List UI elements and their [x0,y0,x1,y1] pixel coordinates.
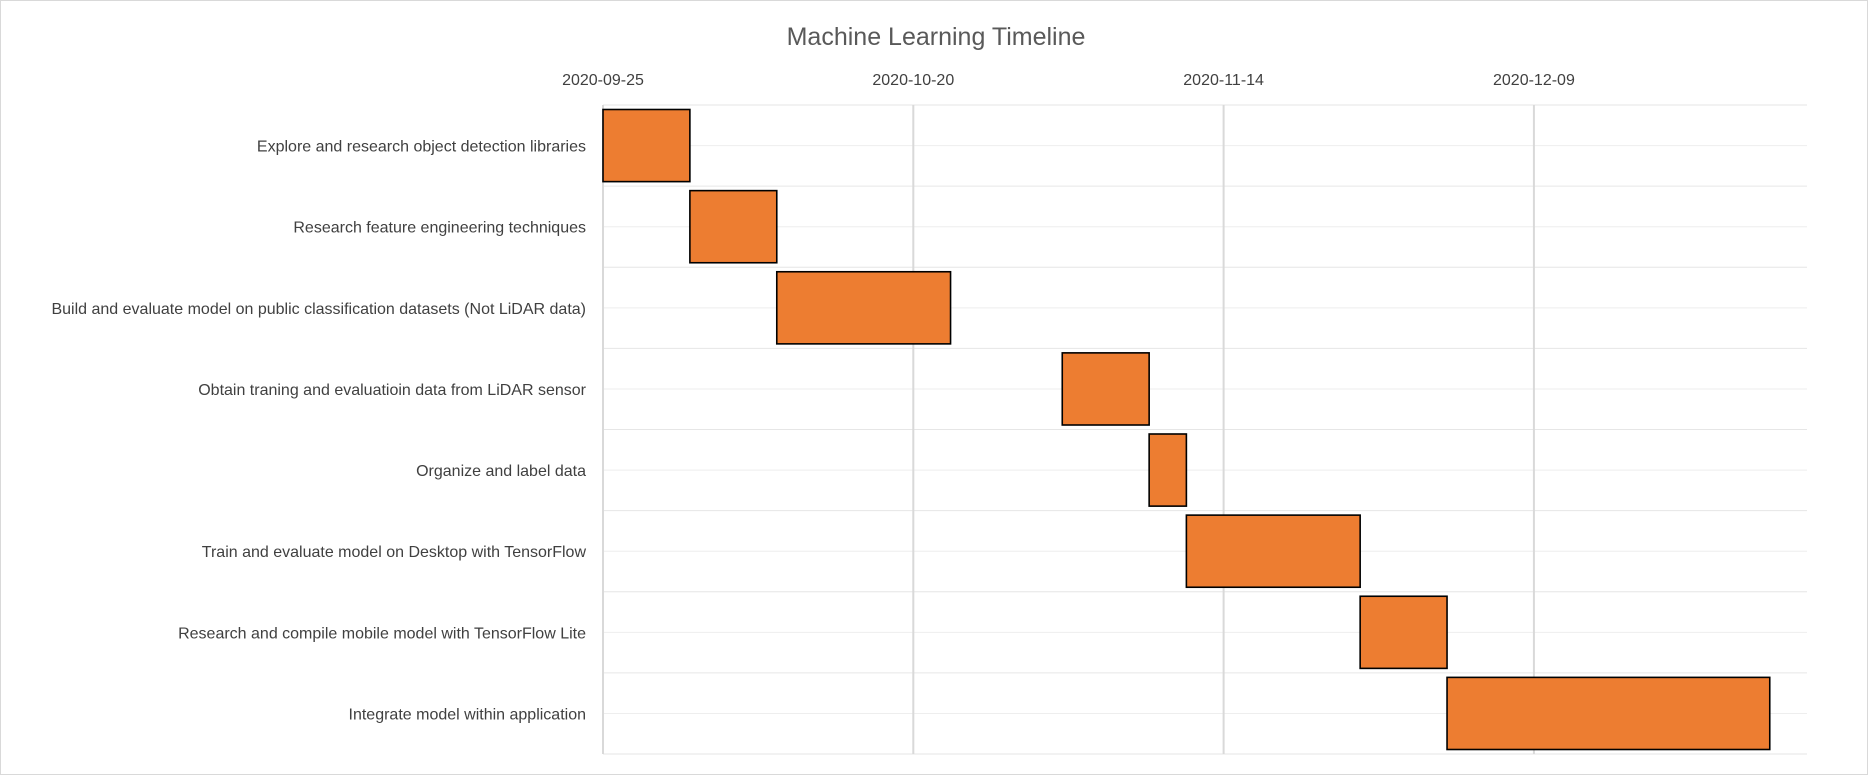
task-bar [1061,352,1150,426]
task-label: Research and compile mobile model with T… [178,625,586,642]
x-tick-label: 2020-10-20 [872,72,954,89]
task-label: Research feature engineering techniques [293,220,586,237]
chart-title: Machine Learning Timeline [787,23,1086,51]
task-labels: Explore and research object detection li… [51,139,586,724]
task-bar [1446,676,1771,751]
x-tick-label: 2020-09-25 [562,72,644,89]
x-tick-label: 2020-12-09 [1493,72,1575,89]
task-bars [602,108,1771,751]
task-bar [1148,433,1188,507]
x-tick-label: 2020-11-14 [1183,72,1264,89]
task-bar [1185,514,1361,589]
grid [602,104,1807,755]
task-bar [1359,595,1448,670]
task-label: Organize and label data [416,463,586,480]
x-axis-ticks: 2020-09-25 2020-10-20 2020-11-14 2020-12-09 [562,72,1575,89]
task-label: Train and evaluate model on Desktop with… [202,544,587,561]
task-label: Explore and research object detection li… [257,139,586,156]
task-bar [689,189,778,264]
task-label: Integrate model within application [349,706,586,723]
task-label: Obtain traning and evaluatioin data from… [198,382,586,399]
task-bar [775,270,952,345]
task-label: Build and evaluate model on public class… [51,301,586,318]
task-bar [602,108,691,183]
